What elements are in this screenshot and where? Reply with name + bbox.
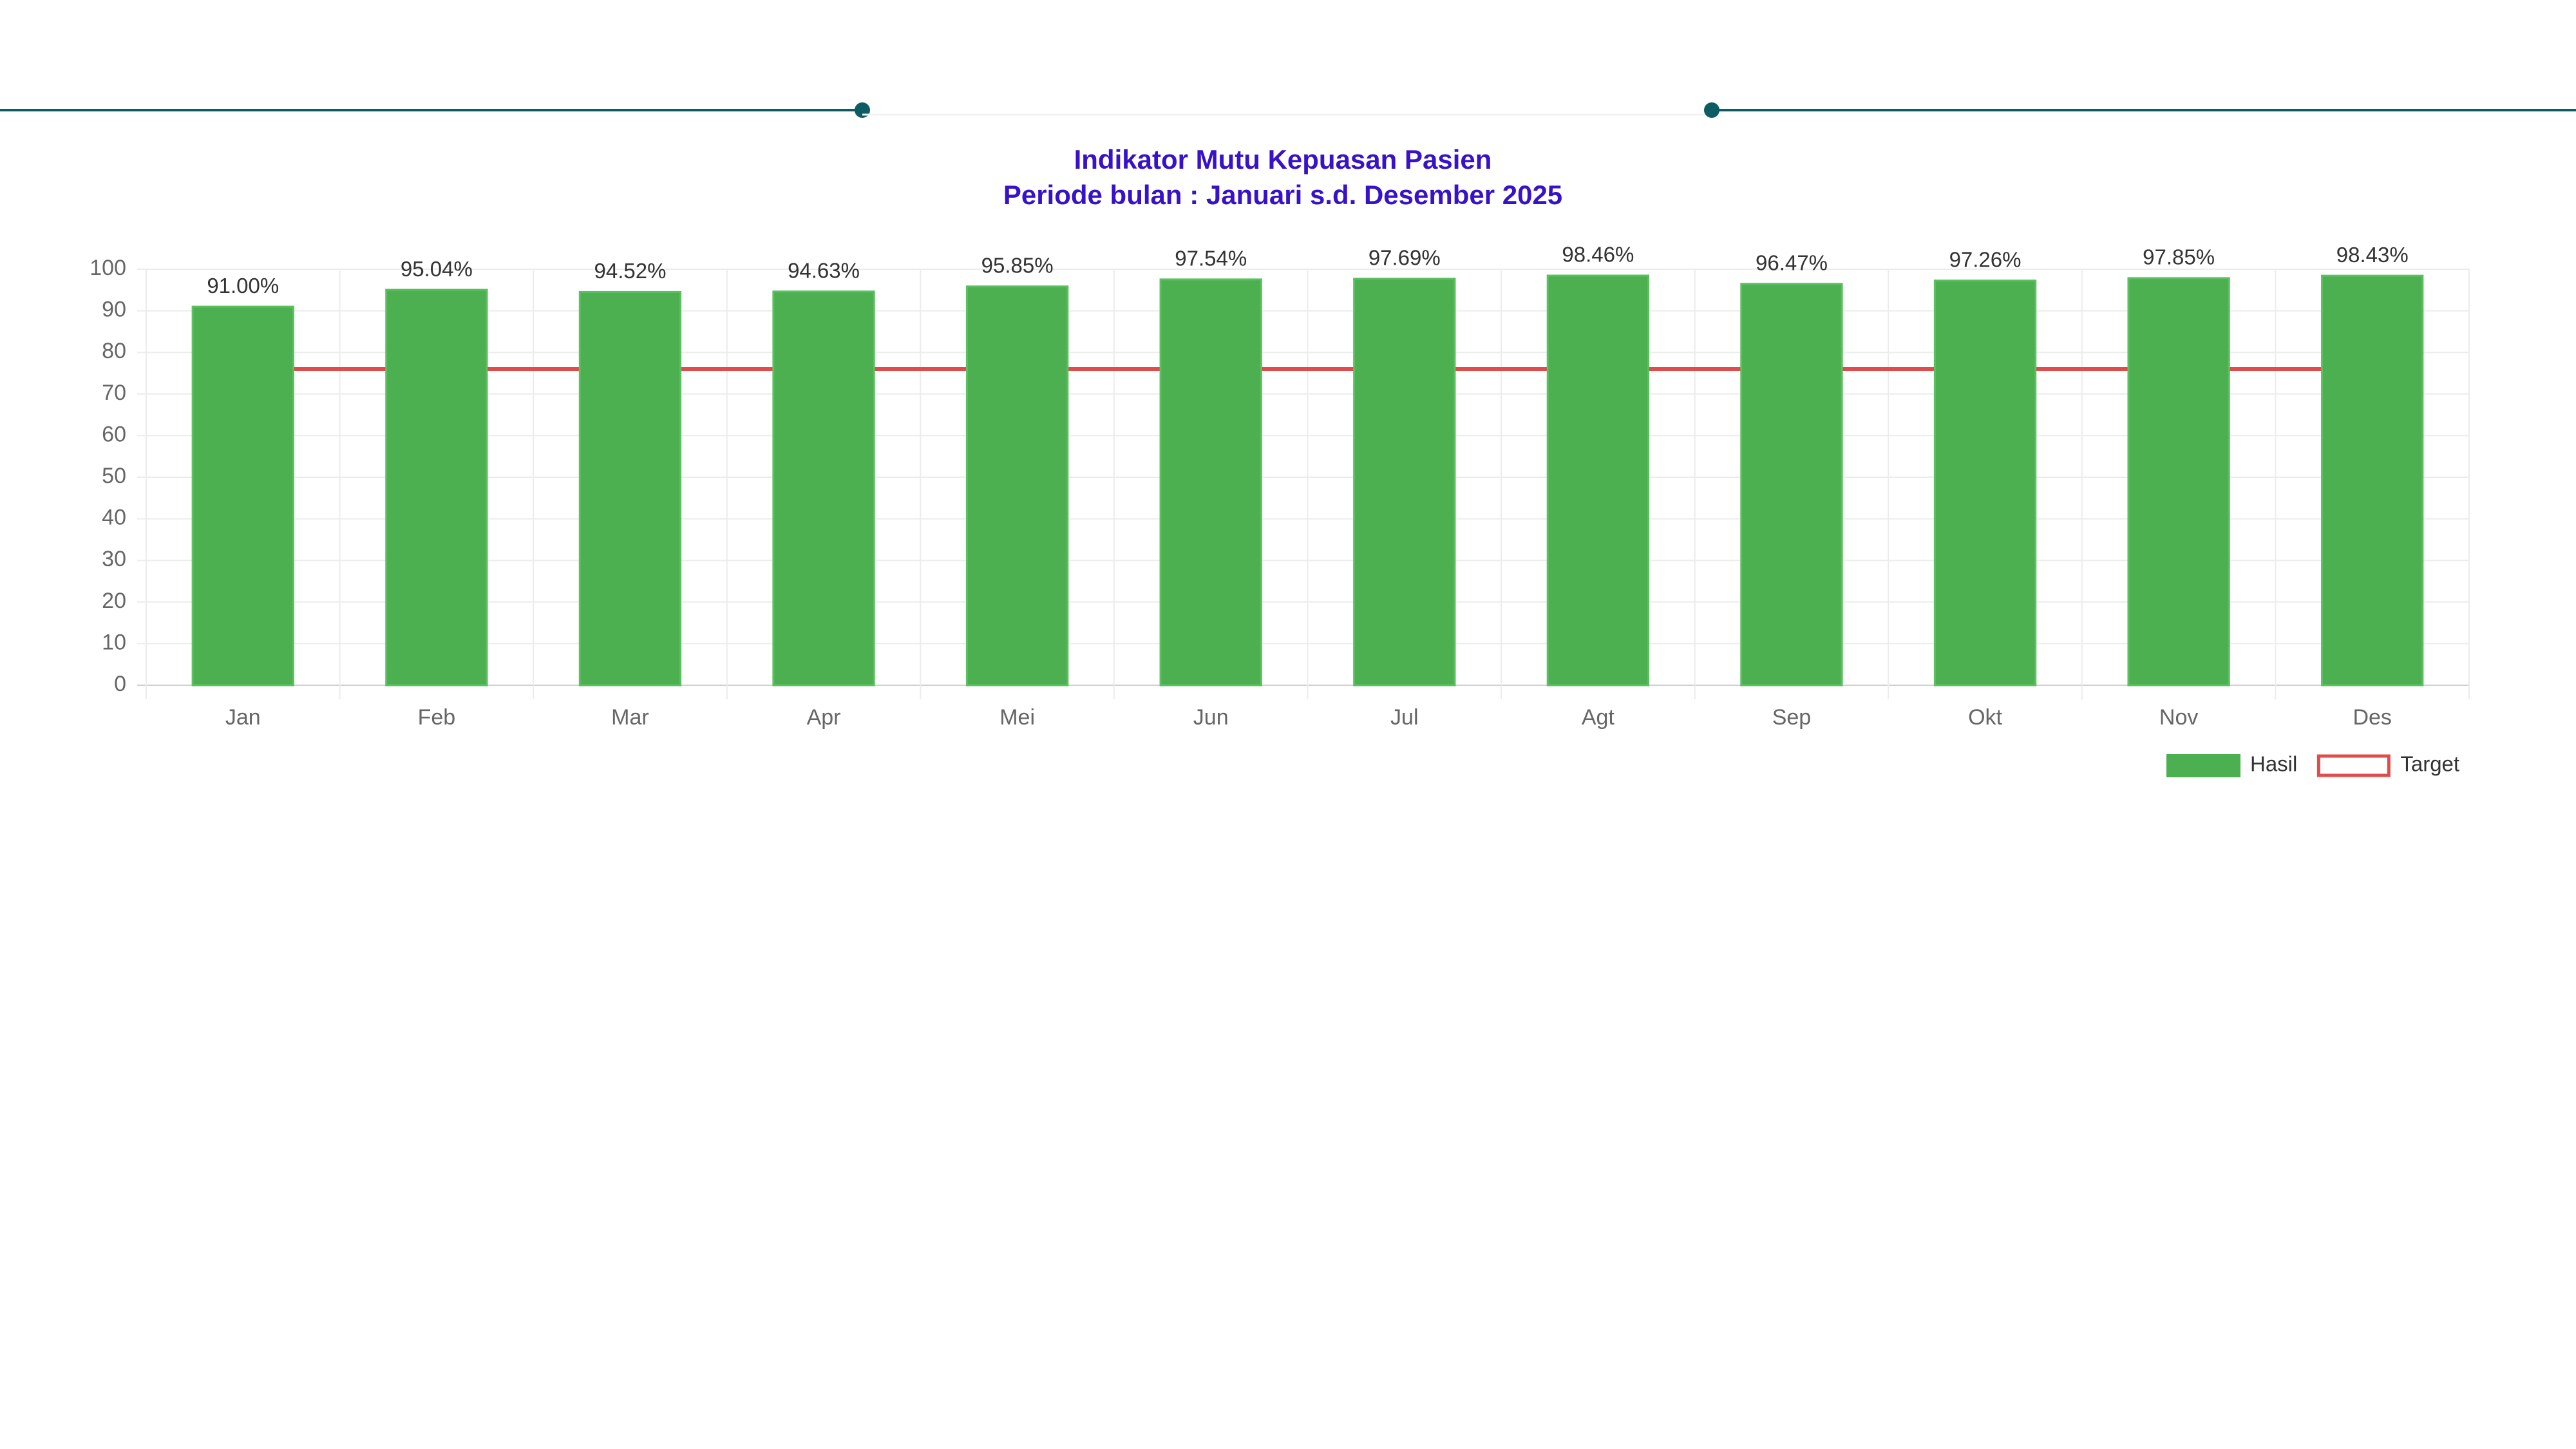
bar <box>772 290 875 687</box>
y-tick-label: 40 <box>102 506 126 530</box>
y-tick-label: 0 <box>114 672 126 696</box>
value-label: 97.85% <box>2143 245 2215 269</box>
value-label: 97.69% <box>1368 246 1441 270</box>
value-label: 95.04% <box>401 257 473 281</box>
x-tick-label: Apr <box>807 705 841 730</box>
x-tick-label: Mar <box>611 705 649 730</box>
bar <box>1159 278 1262 687</box>
x-tick-label: Sep <box>1772 705 1812 730</box>
value-label: 95.85% <box>981 254 1054 278</box>
x-tick-label: Agt <box>1582 705 1615 730</box>
value-label: 97.26% <box>1949 247 2022 271</box>
value-label: 94.63% <box>788 258 860 282</box>
chart-subtitle: Periode bulan : Januari s.d. Desember 20… <box>1003 180 1562 210</box>
bar <box>1546 274 1650 687</box>
value-label: 97.54% <box>1175 247 1247 270</box>
y-tick-label: 30 <box>102 547 126 571</box>
value-label: 96.47% <box>1756 251 1828 275</box>
x-tick-label: Des <box>2353 705 2391 730</box>
bar <box>1353 278 1456 687</box>
x-tick-label: Feb <box>418 705 456 730</box>
x-tick-label: Jun <box>1193 705 1229 730</box>
bar <box>1933 279 2037 687</box>
bar <box>2321 274 2424 687</box>
bar <box>2127 277 2230 687</box>
legend-label: Hasil <box>2250 752 2297 776</box>
legend-swatch <box>2316 754 2391 777</box>
chart-title: Indikator Mutu Kepuasan Pasien <box>1074 144 1492 175</box>
y-tick-label: 80 <box>102 339 126 363</box>
value-label: 98.46% <box>1562 243 1634 267</box>
y-tick-label: 50 <box>102 464 126 488</box>
x-tick-label: Nov <box>2159 705 2198 730</box>
y-tick-label: 10 <box>102 630 126 654</box>
y-tick-label: 20 <box>102 589 126 613</box>
y-tick-label: 60 <box>102 422 126 446</box>
x-tick-label: Mei <box>999 705 1035 730</box>
bar <box>578 290 682 687</box>
bar <box>385 289 488 687</box>
y-tick-label: 100 <box>90 256 126 280</box>
bar <box>965 285 1069 687</box>
y-tick-label: 70 <box>102 381 126 405</box>
x-tick-label: Jul <box>1390 705 1418 730</box>
bar <box>1740 283 1843 687</box>
value-label: 94.52% <box>594 259 666 283</box>
x-tick-label: Okt <box>1968 705 2002 730</box>
header-dot-right <box>1704 102 1719 118</box>
legend-swatch <box>2166 754 2240 777</box>
x-tick-label: Jan <box>225 705 261 730</box>
value-label: 98.43% <box>2336 243 2409 267</box>
legend-label: Target <box>2400 752 2459 776</box>
bar <box>191 305 294 687</box>
y-tick-label: 90 <box>102 298 126 322</box>
value-label: 91.00% <box>207 274 279 298</box>
